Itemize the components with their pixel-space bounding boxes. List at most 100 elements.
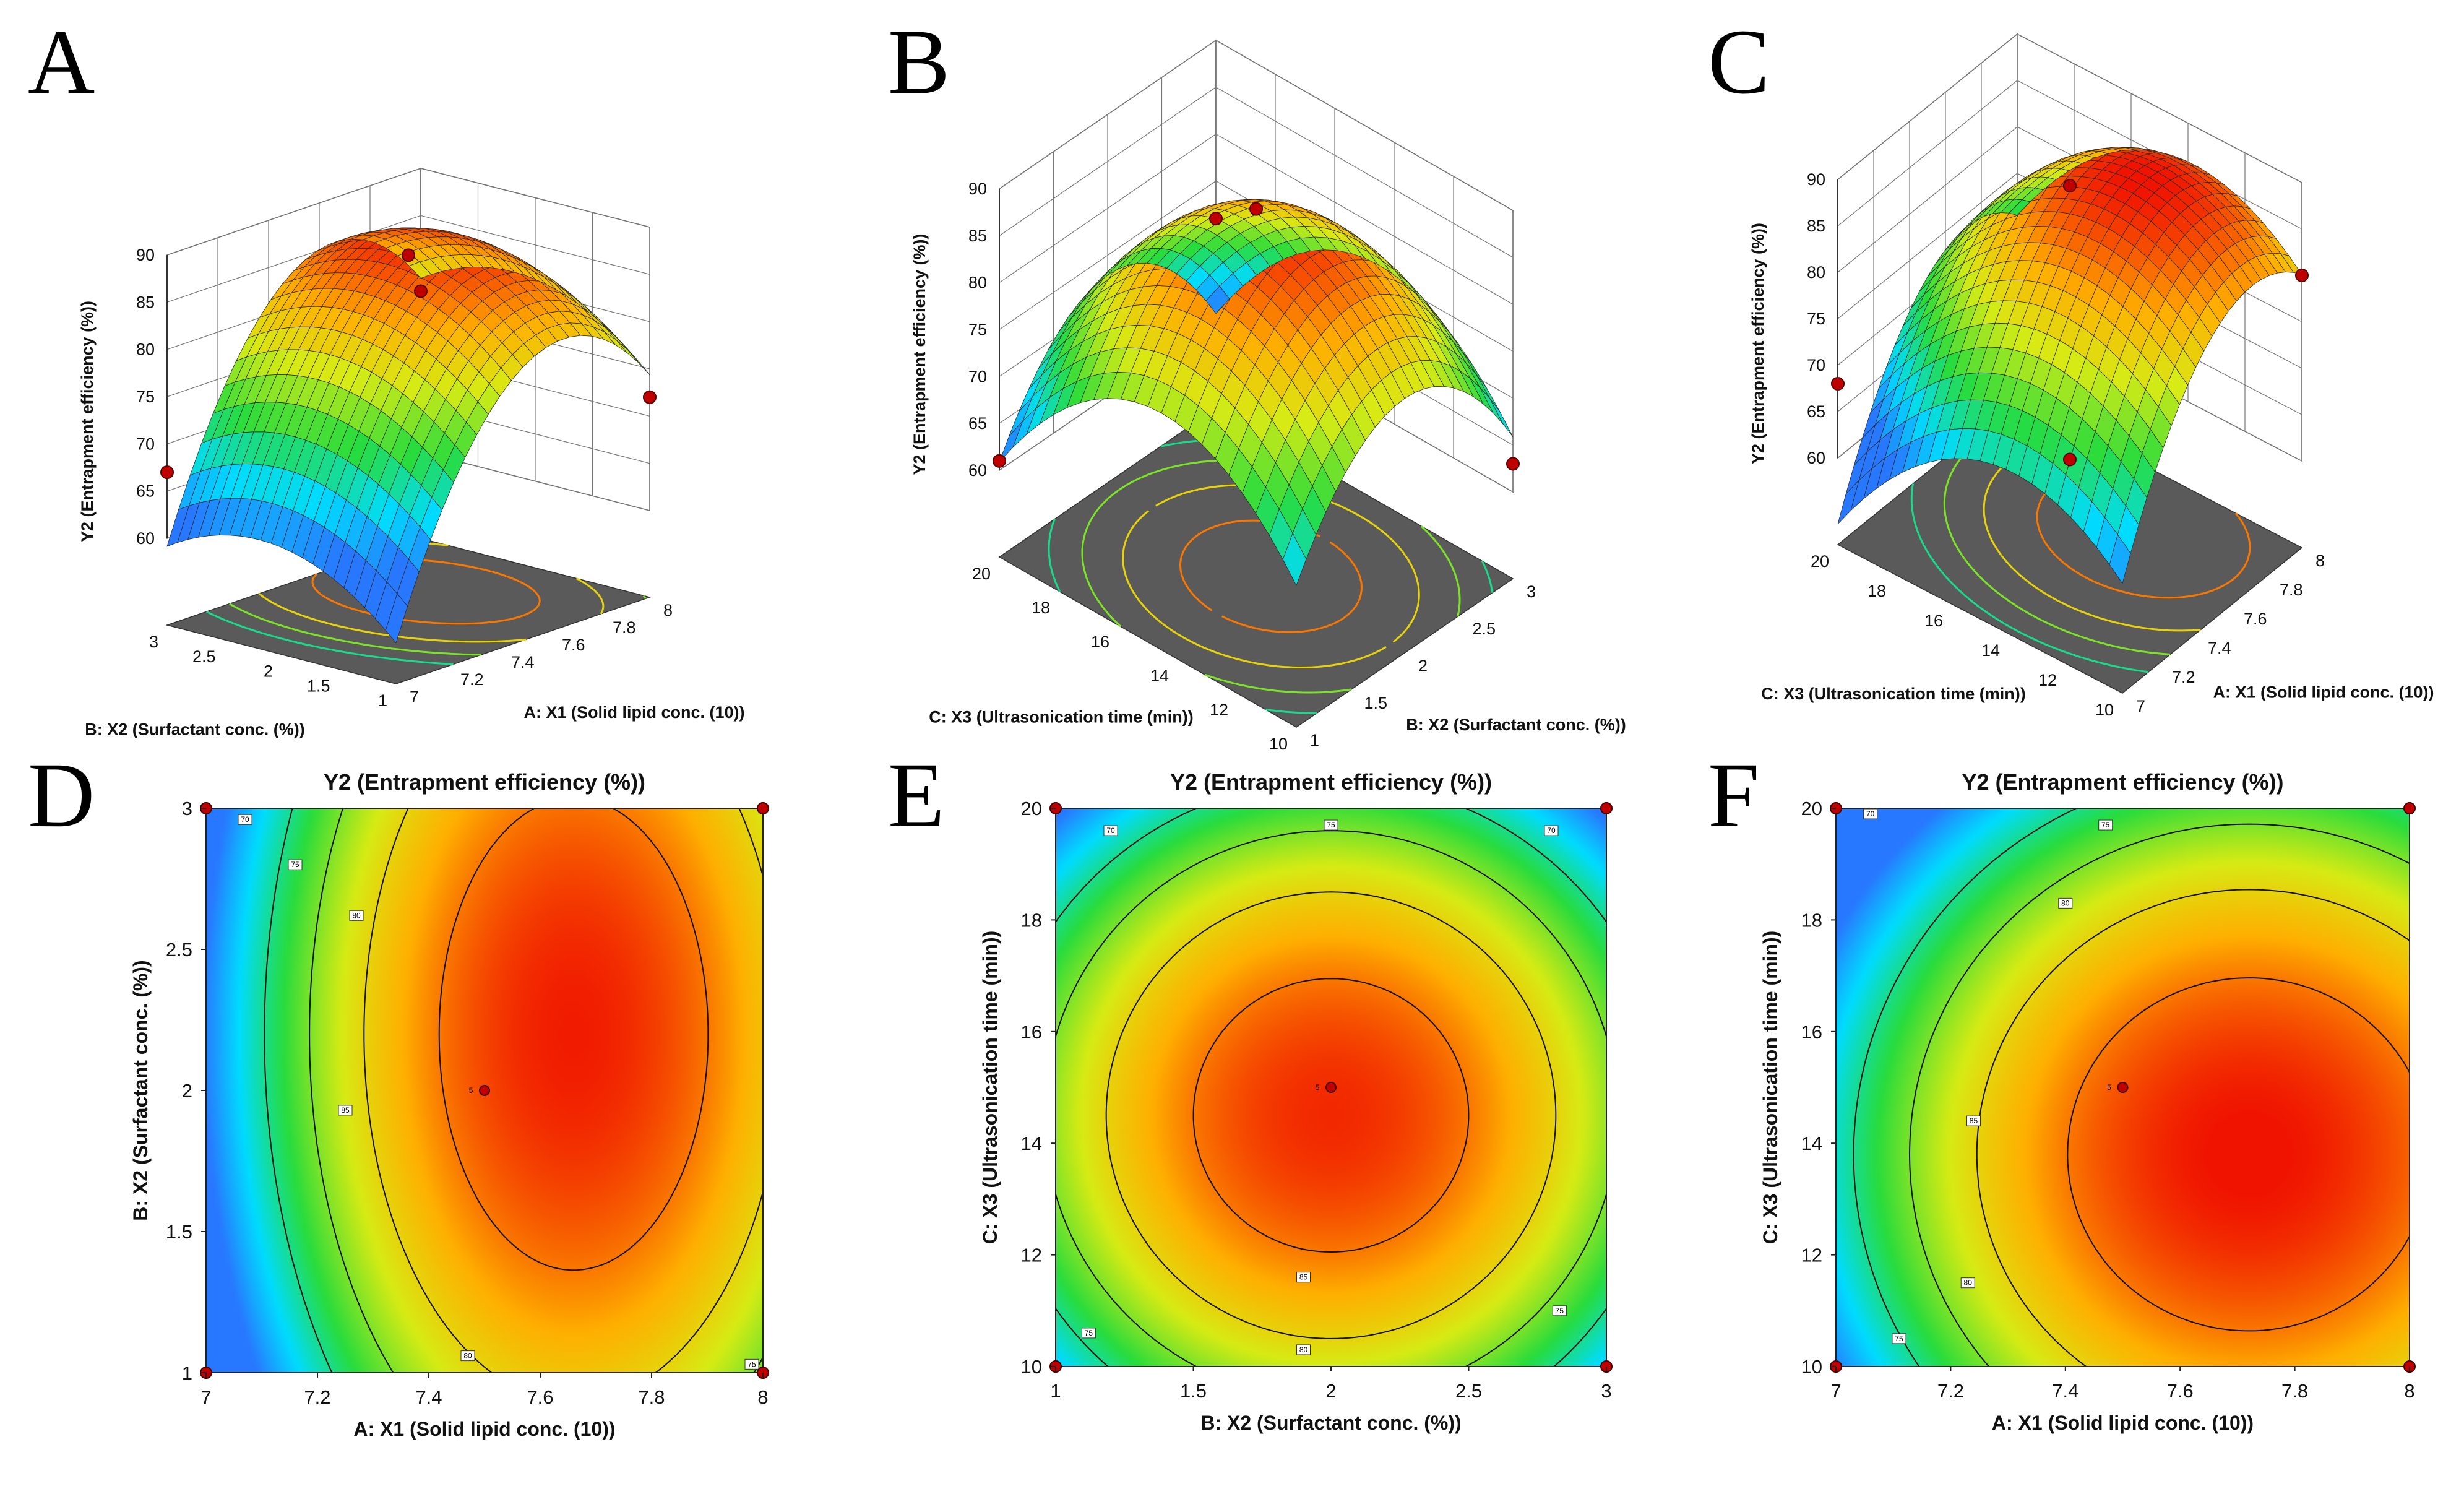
contour-label: 75 — [291, 860, 299, 869]
contour-label-box — [1892, 1333, 1906, 1344]
surface-patch — [1205, 285, 1230, 314]
contour-line-85 — [2067, 977, 2410, 1332]
y-tick-label: 12 — [1801, 1245, 1822, 1266]
panel-a-surface: A 60 65 70 75 80 85 90 7 7.2 7.4 7.6 7.8 8 1 1.5 2 2.5 3 A… — [28, 11, 745, 739]
contour-label: 75 — [747, 1360, 756, 1368]
y-tick-label: 2.5 — [192, 647, 216, 666]
y-axis-label: B: X2 (Surfactant conc. (%)) — [129, 960, 152, 1220]
contour-line-75 — [1055, 830, 1607, 1367]
x-tick-label: 7.4 — [415, 1386, 442, 1408]
floor-contour-80 — [258, 541, 605, 643]
floor-contour-75 — [229, 595, 647, 656]
y-tick-label: 18 — [1867, 582, 1886, 600]
y-tick-label: 18 — [1801, 909, 1822, 931]
y-tick-label: 2 — [264, 662, 273, 681]
z-tick-label: 75 — [968, 321, 987, 339]
design-point — [2403, 802, 2416, 814]
panel-letter-c: C — [1708, 11, 1770, 113]
chart-title: Y2 (Entrapment efficiency (%)) — [1170, 769, 1492, 795]
y-tick-label: 12 — [1210, 701, 1228, 719]
design-point — [1506, 457, 1520, 471]
contour-label: 70 — [1547, 826, 1556, 835]
contour-label: 80 — [463, 1352, 472, 1360]
y-tick-label: 12 — [2038, 671, 2057, 689]
y-tick-label: 16 — [1091, 633, 1109, 651]
panel-letter-e: E — [888, 744, 945, 847]
z-tick-label: 65 — [968, 414, 987, 433]
y-tick-label: 16 — [1801, 1021, 1822, 1043]
chart-title: Y2 (Entrapment efficiency (%)) — [324, 769, 645, 795]
y-tick-label: 3 — [182, 798, 192, 819]
contour-label: 80 — [2061, 899, 2070, 907]
contour-label: 75 — [2101, 821, 2110, 829]
y-tick-label: 18 — [1032, 598, 1050, 617]
z-tick-label: 60 — [1807, 449, 1825, 467]
x-tick-label: 7.8 — [2281, 1380, 2308, 1402]
response-surface — [999, 199, 1514, 586]
x-tick-label: 7.4 — [2208, 639, 2231, 657]
panel-letter-d: D — [28, 744, 95, 847]
x-tick-label: 1 — [1050, 1380, 1061, 1402]
z-tick-label: 65 — [1807, 402, 1825, 421]
y-axis-label: C: X3 (Ultrasonication time (min)) — [1759, 931, 1781, 1245]
z-axis-label: Y2 (Entrapment efficiency (%)) — [910, 233, 929, 475]
x-tick-label: 8 — [2315, 551, 2325, 570]
y-tick-label: 1 — [182, 1362, 192, 1384]
x-tick-label: 2 — [1418, 657, 1428, 675]
z-tick-label: 90 — [136, 246, 155, 264]
contour-label: 75 — [1085, 1329, 1093, 1337]
design-point — [1600, 802, 1613, 814]
chart-title: Y2 (Entrapment efficiency (%)) — [1962, 769, 2283, 795]
contour-label-box — [349, 910, 364, 921]
x-tick-label: 7.2 — [304, 1386, 330, 1408]
contour-label: 80 — [1299, 1345, 1308, 1354]
contour-label-box — [1966, 1115, 1981, 1126]
contour-label-box — [1324, 819, 1338, 831]
contour-label-box — [1081, 1328, 1096, 1339]
design-point — [2063, 179, 2077, 192]
z-tick-label: 60 — [136, 529, 155, 548]
y-tick-label: 20 — [1801, 798, 1822, 819]
y-tick-label: 1.5 — [166, 1221, 192, 1243]
panel-b-surface: B 60 65 70 75 80 85 90 1 1.5 2 2.5 3 10 12 14 16 18 20 B: … — [888, 11, 1626, 753]
contour-line-85 — [438, 808, 709, 1271]
x-tick-label: 7.8 — [638, 1386, 665, 1408]
contour-label: 75 — [1327, 821, 1335, 829]
contour-label-box — [2098, 819, 2113, 831]
plot-frame — [1835, 808, 2410, 1367]
contour-line-70 — [1853, 808, 2077, 1367]
z-tick-label: 70 — [1807, 356, 1825, 374]
panel-letter-f: F — [1708, 744, 1759, 847]
design-point — [414, 284, 428, 298]
y-tick-label: 10 — [2095, 701, 2114, 719]
x-tick-label: 7.4 — [2052, 1380, 2078, 1402]
y-tick-label: 14 — [1021, 1133, 1042, 1154]
x-tick-label: 1.5 — [1180, 1380, 1207, 1402]
contour-line-80 — [1105, 891, 1557, 1339]
x-tick-label: 7.2 — [460, 670, 484, 689]
z-tick-label: 85 — [136, 293, 155, 311]
contour-label-box — [1544, 825, 1559, 836]
contour-label: 85 — [1970, 1116, 1978, 1125]
y-tick-label: 1 — [378, 691, 387, 710]
panel-e-contour: E 70 75 70 85 80 75 75 5 1 1.5 2 2.5 3 10 12 14 16 18 20 Y2… — [888, 744, 1613, 1434]
x-tick-label: 3 — [1527, 582, 1536, 601]
contour-label-box — [1296, 1272, 1311, 1283]
x-tick-label: 7.8 — [2280, 581, 2303, 599]
panel-d-contour: D 70 75 80 85 80 75 5 7 7.2 7.4 7.6 7.8 8 1 1.5 2 2.5 3 Y2… — [28, 744, 769, 1440]
z-tick-label: 75 — [1807, 309, 1825, 328]
floor-contour-70 — [1910, 483, 2149, 673]
y-tick-label: 1.5 — [307, 676, 330, 695]
x-axis-label: A: X1 (Solid lipid conc. (10)) — [2213, 683, 2434, 702]
panel-letter-b: B — [888, 11, 950, 113]
x-tick-label: 7 — [200, 1386, 211, 1408]
contour-line-75 — [309, 808, 764, 1373]
contour-label-box — [1863, 808, 1878, 819]
y-tick-label: 2.5 — [166, 939, 192, 961]
x-tick-label: 7 — [2136, 697, 2145, 715]
y-tick-label: 18 — [1021, 909, 1042, 931]
floor-contour-85 — [1179, 519, 1363, 633]
contour-label: 70 — [1866, 810, 1875, 818]
x-tick-label: 3 — [1601, 1380, 1611, 1402]
y-axis-label: C: X3 (Ultrasonication time (min)) — [979, 931, 1001, 1245]
